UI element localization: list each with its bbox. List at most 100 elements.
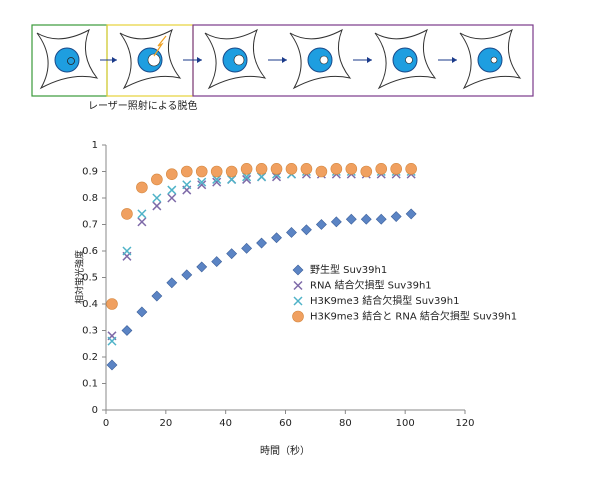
data-point — [240, 163, 253, 175]
data-point — [212, 174, 222, 184]
legend-label: H3K9me3 結合欠損型 Suv39h1 — [310, 294, 459, 307]
y-tick-label: 0.9 — [82, 167, 98, 178]
data-point — [315, 165, 328, 178]
y-tick-label: 0.5 — [82, 273, 98, 284]
x-tick-label: 0 — [103, 418, 109, 429]
y-tick-label: 0.8 — [82, 193, 98, 204]
data-point — [167, 193, 177, 203]
data-point — [122, 246, 132, 256]
data-point — [301, 224, 312, 236]
data-point — [330, 216, 342, 228]
data-point — [315, 219, 327, 230]
legend-label: 野生型 Suv39h1 — [310, 263, 387, 276]
data-point — [242, 174, 252, 184]
data-point — [271, 172, 282, 182]
data-point — [330, 163, 343, 175]
data-point — [226, 248, 238, 260]
data-point — [166, 168, 178, 180]
data-point — [390, 163, 402, 175]
data-point — [212, 177, 222, 187]
x-tick-label: 60 — [279, 418, 292, 429]
data-point — [167, 185, 177, 195]
x-tick-label: 100 — [396, 418, 415, 429]
data-point — [257, 172, 267, 182]
legend-marker — [293, 280, 303, 291]
nucleus — [54, 47, 80, 73]
legend-label: RNA 結合欠損型 Suv39h1 — [310, 279, 432, 292]
data-point — [375, 163, 388, 175]
x-tick-label: 20 — [159, 418, 172, 429]
data-point — [300, 163, 313, 175]
data-point — [107, 336, 117, 346]
arrow-head — [112, 57, 117, 63]
y-tick-label: 0.7 — [82, 220, 98, 231]
data-point — [121, 325, 133, 336]
data-point — [136, 181, 148, 194]
data-point — [242, 172, 252, 182]
arrow-head — [452, 57, 457, 63]
data-point — [151, 290, 163, 302]
arrow-head — [197, 57, 202, 63]
data-point — [256, 237, 267, 249]
x-tick-label: 40 — [219, 418, 232, 429]
data-point — [197, 180, 207, 190]
data-point — [375, 213, 387, 225]
y-tick-label: 0.6 — [82, 246, 98, 257]
y-tick-label: 0.4 — [82, 299, 98, 310]
data-point — [196, 261, 208, 273]
nucleus — [477, 47, 503, 73]
arrow-head — [282, 57, 287, 63]
data-point — [285, 163, 298, 175]
bleach-spot — [405, 56, 413, 64]
bleach-spot — [233, 54, 245, 66]
data-point — [182, 180, 192, 190]
data-point — [121, 208, 133, 220]
bleach-spot — [319, 55, 329, 65]
bleach-spot — [490, 56, 498, 64]
data-point — [152, 193, 162, 203]
data-point — [136, 306, 148, 318]
y-tick-label: 0 — [92, 405, 98, 416]
data-point — [227, 174, 237, 184]
y-tick-label: 0.2 — [82, 352, 98, 363]
laser — [153, 35, 167, 57]
nucleolus — [67, 57, 75, 65]
data-point — [270, 163, 283, 175]
data-point — [360, 165, 373, 178]
data-point — [405, 208, 417, 220]
data-point — [360, 213, 372, 225]
data-point — [271, 232, 282, 244]
legend-marker — [292, 310, 304, 323]
cell-diagram — [36, 28, 522, 90]
data-point — [210, 165, 223, 178]
data-point — [241, 242, 253, 254]
y-tick-label: 0.1 — [82, 379, 98, 390]
nucleus — [392, 47, 418, 73]
data-point — [195, 165, 208, 178]
y-tick-label: 0.3 — [82, 326, 98, 337]
data-point — [197, 177, 207, 187]
x-tick-label: 80 — [339, 418, 352, 429]
legend-marker — [292, 264, 304, 276]
data-point — [151, 173, 163, 186]
data-point — [390, 211, 402, 222]
data-point — [225, 165, 238, 178]
arrow-head — [367, 57, 372, 63]
data-point — [106, 359, 118, 371]
data-point — [180, 165, 193, 178]
data-point — [137, 217, 147, 227]
data-point — [106, 298, 118, 310]
diagram-caption: レーザー照射による脱色 — [88, 99, 198, 112]
bleach-spot — [147, 53, 161, 67]
data-point — [345, 163, 358, 175]
x-tick-label: 120 — [455, 418, 474, 429]
data-point — [152, 201, 162, 211]
data-point — [137, 209, 147, 219]
y-axis-label: 相対蛍光強度 — [74, 250, 86, 304]
data-point — [181, 269, 193, 281]
data-point — [166, 277, 178, 289]
x-axis-label: 時間（秒） — [260, 444, 310, 457]
data-point — [211, 256, 223, 268]
legend-marker — [293, 296, 303, 306]
